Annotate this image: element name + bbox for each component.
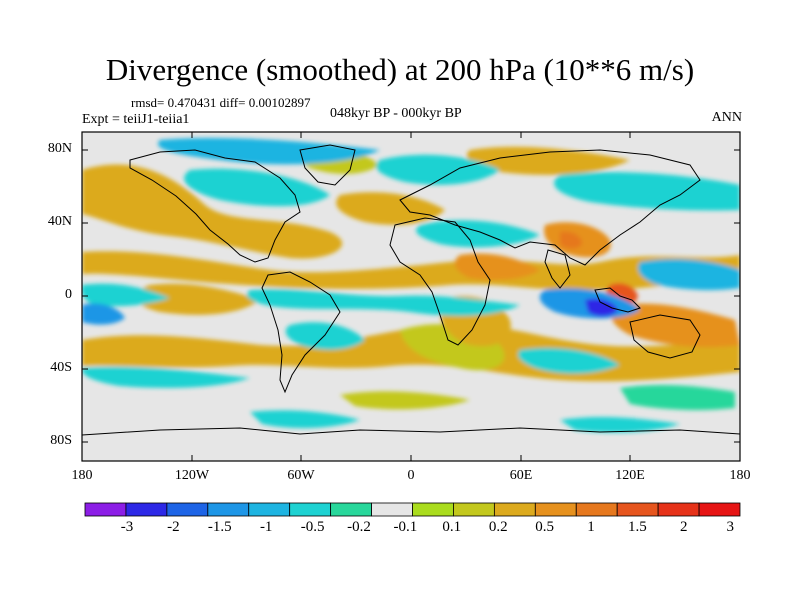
positive-band-north-pacific xyxy=(82,164,343,259)
lon-label-60e: 60E xyxy=(509,468,533,483)
australia-outline xyxy=(629,314,701,359)
positive-indian-ocean xyxy=(454,253,540,280)
positive-southern-ocean xyxy=(340,391,470,410)
lon-label-0: 0 xyxy=(407,468,415,483)
antarctica-outline xyxy=(82,427,740,436)
negative-tropical-band xyxy=(82,283,170,307)
colorbar-label: -0.5 xyxy=(300,519,325,535)
south-america-outline xyxy=(261,271,341,394)
colorbar-label: 1.5 xyxy=(628,519,647,535)
colorbar-label: -1.5 xyxy=(207,519,232,535)
positive-band-subtropics xyxy=(82,251,740,291)
colorbar-label: -3 xyxy=(120,519,134,535)
negative-eurasia xyxy=(416,220,540,248)
colorbar-swatch xyxy=(166,502,209,517)
north-america-outline xyxy=(129,149,301,263)
lon-label-180e: 180 xyxy=(729,468,751,483)
lat-label-40s: 40S xyxy=(50,360,72,375)
colorbar-label: 2 xyxy=(680,519,688,535)
colorbar-label: 0.5 xyxy=(535,519,554,535)
colorbar-swatch xyxy=(657,502,700,517)
india-outline xyxy=(544,249,571,289)
negative-mid-pacific xyxy=(638,259,740,291)
colorbar-swatch xyxy=(371,502,413,517)
colorbar-swatch xyxy=(698,502,741,517)
positive-south-pacific xyxy=(611,303,740,347)
colorbar-swatch xyxy=(412,502,454,517)
contour-fill-layers xyxy=(82,138,740,433)
colorbar-swatch xyxy=(534,502,577,517)
greenland-outline xyxy=(299,144,356,186)
experiment-label: Expt = teiiJ1-teiia1 xyxy=(82,112,190,127)
colorbar-label: -0.1 xyxy=(393,519,418,535)
negative-indian-core xyxy=(585,298,618,317)
negative-tropical-east xyxy=(246,289,520,316)
colorbar-swatch xyxy=(125,502,168,517)
colorbar-swatch xyxy=(207,502,250,517)
lat-label-80n: 80N xyxy=(47,141,72,156)
stats-text: rmsd= 0.470431 diff= 0.00102897 xyxy=(131,95,311,110)
colorbar-swatch xyxy=(248,502,291,517)
positive-north-atlantic xyxy=(336,192,445,225)
negative-north-atlantic xyxy=(376,154,500,185)
continent-outlines xyxy=(82,144,740,436)
positive-peak-central xyxy=(560,231,582,249)
colorbar-label: -1 xyxy=(259,519,273,535)
positive-siberia xyxy=(466,146,630,175)
colorbar-swatch xyxy=(330,502,372,517)
lon-label-60w: 60W xyxy=(287,468,315,483)
axis-ticks xyxy=(81,132,741,461)
colorbar-swatch xyxy=(453,502,495,517)
colorbar-swatch xyxy=(575,502,618,517)
season-label: ANN xyxy=(711,110,742,125)
negative-southern-ocean-atlantic xyxy=(620,385,735,411)
lat-label-equator: 0 xyxy=(65,287,72,302)
lat-label-80s: 80S xyxy=(50,433,72,448)
colorbar-label: 1 xyxy=(587,519,595,535)
africa-outline xyxy=(389,217,491,346)
colorbar-label: 0.1 xyxy=(442,519,462,535)
colorbar-label: 3 xyxy=(726,519,734,535)
divergence-field xyxy=(82,132,740,461)
lat-label-40n: 40N xyxy=(47,214,72,229)
colorbar-swatch xyxy=(84,502,127,517)
negative-north-america xyxy=(184,168,330,207)
colorbar-swatch xyxy=(289,502,332,517)
negative-south-indian xyxy=(518,347,620,374)
negative-antarctic-margin xyxy=(250,410,360,429)
eurasia-outline xyxy=(399,149,701,266)
colorbar-swatch xyxy=(493,502,536,517)
colorbar-label: -2 xyxy=(167,519,180,535)
colorbar-swatch xyxy=(616,502,659,517)
positive-central-pacific xyxy=(136,283,260,315)
negative-pacific-west xyxy=(82,303,125,325)
lon-label-180w: 180 xyxy=(71,468,93,483)
period-label: 048kyr BP - 000kyr BP xyxy=(330,106,462,121)
plot-title: Divergence (smoothed) at 200 hPa (10**6 … xyxy=(105,52,695,87)
negative-south-america xyxy=(285,322,365,350)
maritime-continent-outline xyxy=(594,287,641,313)
lon-label-120w: 120W xyxy=(174,468,210,483)
colorbar-label: -0.2 xyxy=(347,519,371,535)
negative-antarctic-east xyxy=(560,417,680,433)
negative-north-pacific xyxy=(554,172,740,211)
negative-arctic xyxy=(158,138,380,165)
colorbar-label: 0.2 xyxy=(488,519,508,535)
lon-label-120e: 120E xyxy=(615,468,645,483)
negative-south-pacific-band xyxy=(82,366,250,388)
colorbar xyxy=(84,502,741,517)
